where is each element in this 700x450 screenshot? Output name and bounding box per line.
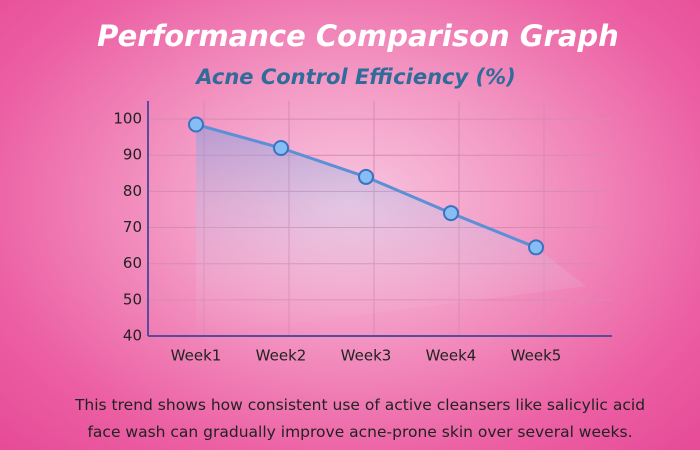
x-tick-label: Week2 <box>256 347 307 365</box>
x-tick-label: Week4 <box>426 347 477 365</box>
chart-title: Performance Comparison Graph <box>97 19 619 53</box>
x-tick-label: Week5 <box>511 347 562 365</box>
y-tick-label: 90 <box>123 146 142 164</box>
x-tick-label: Week3 <box>341 347 392 365</box>
y-tick-label: 40 <box>123 327 142 345</box>
point <box>358 168 374 185</box>
y-tick-label: 60 <box>123 254 142 272</box>
chart-subtitle: Acne Control Efficiency (%) <box>194 65 515 89</box>
y-tick-label: 70 <box>123 218 142 236</box>
point <box>443 205 459 222</box>
y-tick-label: 80 <box>123 182 142 200</box>
x-tick-label: Week1 <box>171 347 222 365</box>
caption: This trend shows how consistent use of a… <box>74 396 646 441</box>
point <box>273 140 289 156</box>
point <box>528 239 544 256</box>
point <box>188 116 204 133</box>
y-tick-label: 100 <box>113 110 142 128</box>
y-tick-label: 50 <box>123 290 142 308</box>
area <box>196 124 586 336</box>
